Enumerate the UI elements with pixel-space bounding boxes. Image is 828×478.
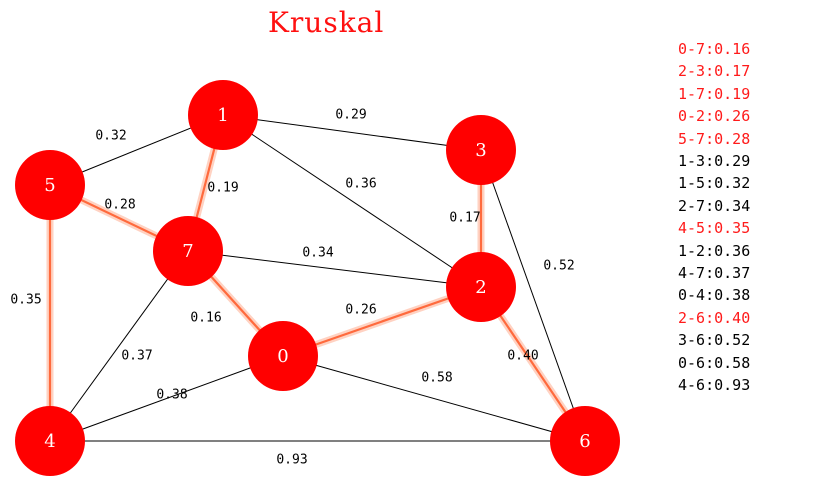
- node-circle: [446, 115, 516, 185]
- edge-list-item-selected: 0-7:0.16: [678, 40, 751, 58]
- node-circle: [248, 321, 318, 391]
- edge-line: [49, 355, 284, 442]
- edge-weight-label: 0.58: [421, 371, 452, 386]
- node-circle: [188, 80, 258, 150]
- node-6[interactable]: 6: [550, 406, 620, 476]
- edge-2-7: [187, 250, 482, 288]
- edge-weight-label: 0.35: [10, 293, 41, 308]
- edge-0-6: [282, 355, 586, 442]
- edge-list-item: 2-7:0.34: [678, 196, 751, 215]
- node-0[interactable]: 0: [248, 321, 318, 391]
- node-label: 0: [277, 346, 288, 367]
- edge-1-2: [222, 114, 482, 288]
- edge-weight-label: 0.32: [95, 129, 126, 144]
- edge-line: [49, 250, 189, 442]
- node-7[interactable]: 7: [153, 216, 223, 286]
- edge-weight-label: 0.36: [345, 177, 376, 192]
- nodes-layer: 0 1 2 3 4 5 6 7: [15, 80, 620, 476]
- edge-0-4: [49, 355, 284, 442]
- edge-line: [480, 149, 586, 442]
- edge-weight-label: 0.93: [276, 453, 307, 468]
- node-label: 6: [579, 431, 590, 452]
- edge-line: [222, 114, 482, 288]
- edge-list-item-selected: 5-7:0.28: [678, 129, 751, 148]
- edge-weight-label: 0.28: [104, 198, 135, 213]
- edge-list-item: 1-3:0.29: [678, 152, 751, 171]
- edge-weight-label: 0.34: [302, 246, 333, 261]
- edge-list-item: 0-4:0.38: [678, 286, 751, 305]
- edge-weight-label: 0.38: [156, 388, 187, 403]
- edge-line: [187, 250, 482, 288]
- edge-1-3: [222, 114, 482, 151]
- edge-4-7: [49, 250, 189, 442]
- node-circle: [15, 150, 85, 220]
- edge-list-item: 1-5:0.32: [678, 174, 751, 193]
- node-3[interactable]: 3: [446, 115, 516, 185]
- edge-3-6: [480, 149, 586, 442]
- edge-weight-label: 0.37: [121, 349, 152, 364]
- sorted-edge-list: 0-7:0.16 2-3:0.17 1-7:0.19 0-2:0.26 5-7:0.28…: [678, 38, 750, 397]
- node-label: 5: [44, 175, 55, 196]
- node-circle: [550, 406, 620, 476]
- node-label: 2: [475, 277, 486, 298]
- node-circle: [153, 216, 223, 286]
- edge-weight-label: 0.40: [507, 349, 538, 364]
- node-circle: [15, 406, 85, 476]
- node-circle: [446, 252, 516, 322]
- node-label: 7: [182, 241, 193, 262]
- edge-list-item-selected: 2-6:0.40: [678, 308, 751, 327]
- node-2[interactable]: 2: [446, 252, 516, 322]
- node-label: 3: [475, 140, 486, 161]
- edge-list-item: 1-2:0.36: [678, 241, 751, 260]
- diagram-title: Kruskal: [268, 6, 385, 39]
- node-label: 1: [217, 105, 228, 126]
- edge-weight-label: 0.16: [190, 311, 221, 326]
- edge-weights-layer: 0.16 0.17 0.19 0.26 0.28 0.29 0.32 0.34 0.35 0.36…: [10, 108, 574, 468]
- edge-list-item: 4-6:0.93: [678, 376, 751, 395]
- edge-line: [222, 114, 482, 151]
- edge-weight-label: 0.17: [449, 211, 480, 226]
- edge-list-item-selected: 4-5:0.35: [678, 219, 751, 238]
- edge-list-item: 4-7:0.37: [678, 264, 751, 283]
- node-5[interactable]: 5: [15, 150, 85, 220]
- edge-list-item-selected: 2-3:0.17: [678, 62, 751, 81]
- graph-canvas: 0.16 0.17 0.19 0.26 0.28 0.29 0.32 0.34 0.35 0.36…: [10, 80, 620, 476]
- edge-line: [282, 355, 586, 442]
- edge-list-item: 3-6:0.52: [678, 331, 751, 350]
- edge-weight-label: 0.52: [543, 259, 574, 274]
- node-4[interactable]: 4: [15, 406, 85, 476]
- edge-weight-label: 0.26: [345, 303, 376, 318]
- edge-list-item-selected: 0-2:0.26: [678, 107, 751, 126]
- edge-list-item: 0-6:0.58: [678, 353, 751, 372]
- node-1[interactable]: 1: [188, 80, 258, 150]
- edge-weight-label: 0.19: [207, 181, 238, 196]
- edge-weight-label: 0.29: [335, 108, 366, 123]
- node-label: 4: [44, 431, 55, 452]
- edge-list-item-selected: 1-7:0.19: [678, 84, 751, 103]
